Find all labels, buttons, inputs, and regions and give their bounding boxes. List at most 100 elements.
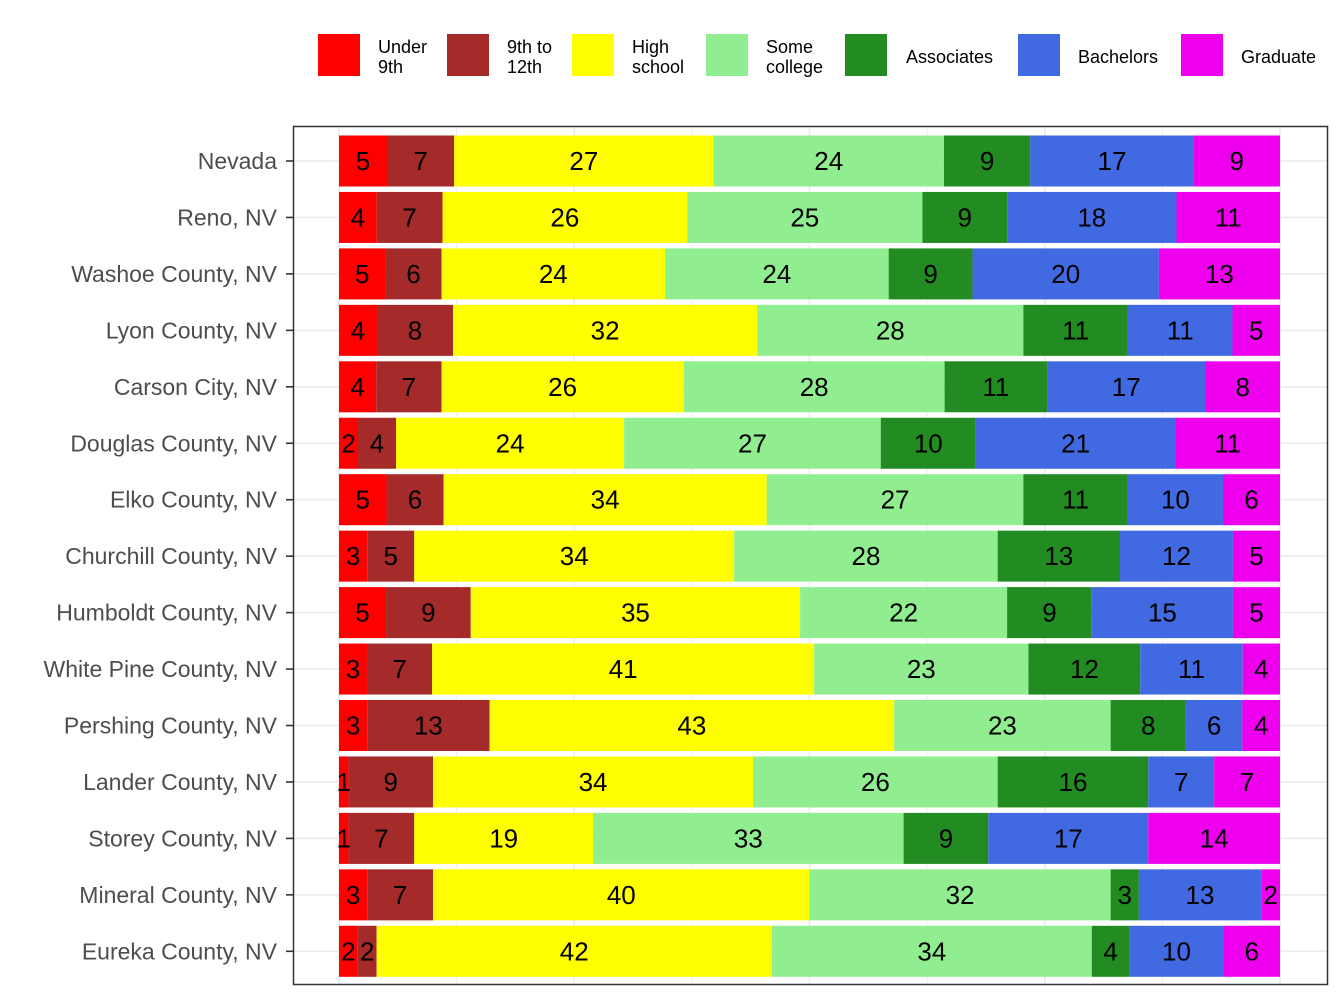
bar-segment-under-9th <box>339 474 387 526</box>
data-label: 7 <box>393 880 407 910</box>
data-label: 11 <box>1167 315 1194 345</box>
data-label: 10 <box>914 428 943 458</box>
bar-segment-under-9th <box>339 812 349 864</box>
legend-label: 9th to <box>507 37 552 57</box>
data-label: 1 <box>336 823 350 853</box>
data-label: 8 <box>1235 372 1249 402</box>
data-label: 5 <box>1249 598 1263 628</box>
bars: 5 7 27 24 9 17 94 7 26 25 9 18 115 6 24 24 9 20 134 8 32 28 11… <box>336 135 1280 977</box>
bar-segment-bachelors <box>988 812 1149 864</box>
bar-row-lander-county-nv: 1 9 34 26 16 7 7 <box>336 756 1280 808</box>
legend-swatch <box>572 34 614 76</box>
legend-label: college <box>766 57 823 77</box>
data-label: 7 <box>402 202 416 232</box>
data-label: 23 <box>907 654 936 684</box>
data-label: 3 <box>1118 880 1132 910</box>
bar-segment-under-9th <box>339 135 388 187</box>
legend-label: 9th <box>378 57 403 77</box>
bar-segment-associates <box>922 191 1008 243</box>
legend-swatch <box>1181 34 1223 76</box>
bar-row-lyon-county-nv: 4 8 32 28 11 11 5 <box>339 304 1280 356</box>
data-label: 17 <box>1098 146 1127 176</box>
bar-segment-some-college <box>753 756 998 808</box>
bar-segment-bachelors <box>1129 925 1224 977</box>
bar-segment-bachelors <box>1138 869 1262 921</box>
legend-label: Graduate <box>1241 47 1316 67</box>
bar-segment-9th-to-12th <box>386 474 444 526</box>
data-label: 28 <box>800 372 829 402</box>
data-label: 28 <box>851 541 880 571</box>
data-label: 3 <box>346 711 360 741</box>
bar-segment-associates <box>944 361 1048 413</box>
bar-segment-high-school <box>442 191 688 243</box>
data-label: 2 <box>1263 880 1277 910</box>
data-label: 33 <box>734 823 763 853</box>
bar-segment-high-school <box>454 135 714 187</box>
y-tick-label: Eureka County, NV <box>82 938 278 964</box>
data-label: 4 <box>351 315 365 345</box>
y-tick-label: Carson City, NV <box>114 374 278 400</box>
data-label: 32 <box>591 315 620 345</box>
data-label: 15 <box>1148 598 1177 628</box>
bar-segment-graduate <box>1176 191 1280 243</box>
bar-segment-bachelors <box>1140 643 1243 695</box>
legend-label: Under <box>378 37 427 57</box>
data-label: 17 <box>1054 823 1083 853</box>
bar-segment-bachelors <box>972 248 1159 300</box>
data-label: 6 <box>408 485 422 515</box>
bar-segment-graduate <box>1214 756 1280 808</box>
bar-segment-9th-to-12th <box>387 135 455 187</box>
data-label: 9 <box>1042 598 1056 628</box>
data-label: 8 <box>408 315 422 345</box>
bar-segment-some-college <box>809 869 1111 921</box>
data-label: 6 <box>1244 485 1258 515</box>
bar-segment-associates <box>997 530 1121 582</box>
bar-segment-9th-to-12th <box>367 530 415 582</box>
bar-segment-high-school <box>441 248 666 300</box>
legend-label: Associates <box>906 47 993 67</box>
legend-label: Bachelors <box>1078 47 1158 67</box>
bar-segment-graduate <box>1175 417 1280 469</box>
data-label: 2 <box>360 936 374 966</box>
data-label: 2 <box>341 428 355 458</box>
bar-row-pershing-county-nv: 3 13 43 23 8 6 4 <box>339 700 1280 751</box>
data-label: 13 <box>414 711 443 741</box>
bar-segment-under-9th <box>339 756 349 808</box>
data-label: 11 <box>1214 428 1241 458</box>
bar-segment-associates <box>1023 474 1128 526</box>
bar-segment-graduate <box>1242 643 1280 695</box>
bar-segment-9th-to-12th <box>385 248 442 300</box>
bar-segment-bachelors <box>1185 700 1243 751</box>
bar-segment-high-school <box>489 700 895 751</box>
data-label: 6 <box>1245 936 1259 966</box>
data-label: 12 <box>1162 541 1191 571</box>
data-label: 28 <box>876 315 905 345</box>
plot-area: 5 7 27 24 9 17 94 7 26 25 9 18 115 6 24 24 9 20 134 8 32 28 11… <box>292 125 1329 986</box>
bar-segment-some-college <box>766 474 1024 526</box>
bar-segment-some-college <box>624 417 881 469</box>
data-label: 11 <box>1062 315 1089 345</box>
bar-segment-graduate <box>1148 812 1280 864</box>
data-label: 5 <box>1249 315 1263 345</box>
bar-segment-some-college <box>734 530 998 582</box>
bar-segment-some-college <box>894 700 1111 751</box>
bar-segment-under-9th <box>339 643 367 695</box>
bar-segment-some-college <box>683 361 945 413</box>
data-label: 9 <box>980 146 994 176</box>
bar-segment-graduate <box>1232 587 1280 639</box>
bar-segment-associates <box>1023 304 1128 356</box>
data-label: 13 <box>1044 541 1073 571</box>
data-label: 24 <box>539 259 568 289</box>
bar-segment-graduate <box>1158 248 1280 300</box>
data-label: 2 <box>341 936 355 966</box>
data-label: 7 <box>1240 767 1254 797</box>
bar-row-churchill-county-nv: 3 5 34 28 13 12 5 <box>339 530 1280 582</box>
data-label: 12 <box>1070 654 1099 684</box>
bar-segment-associates <box>997 756 1149 808</box>
bar-segment-some-college <box>687 191 923 243</box>
bar-segment-graduate <box>1242 700 1280 751</box>
data-label: 5 <box>384 541 398 571</box>
data-label: 10 <box>1162 936 1191 966</box>
bar-segment-bachelors <box>1091 587 1233 639</box>
data-label: 26 <box>548 372 577 402</box>
